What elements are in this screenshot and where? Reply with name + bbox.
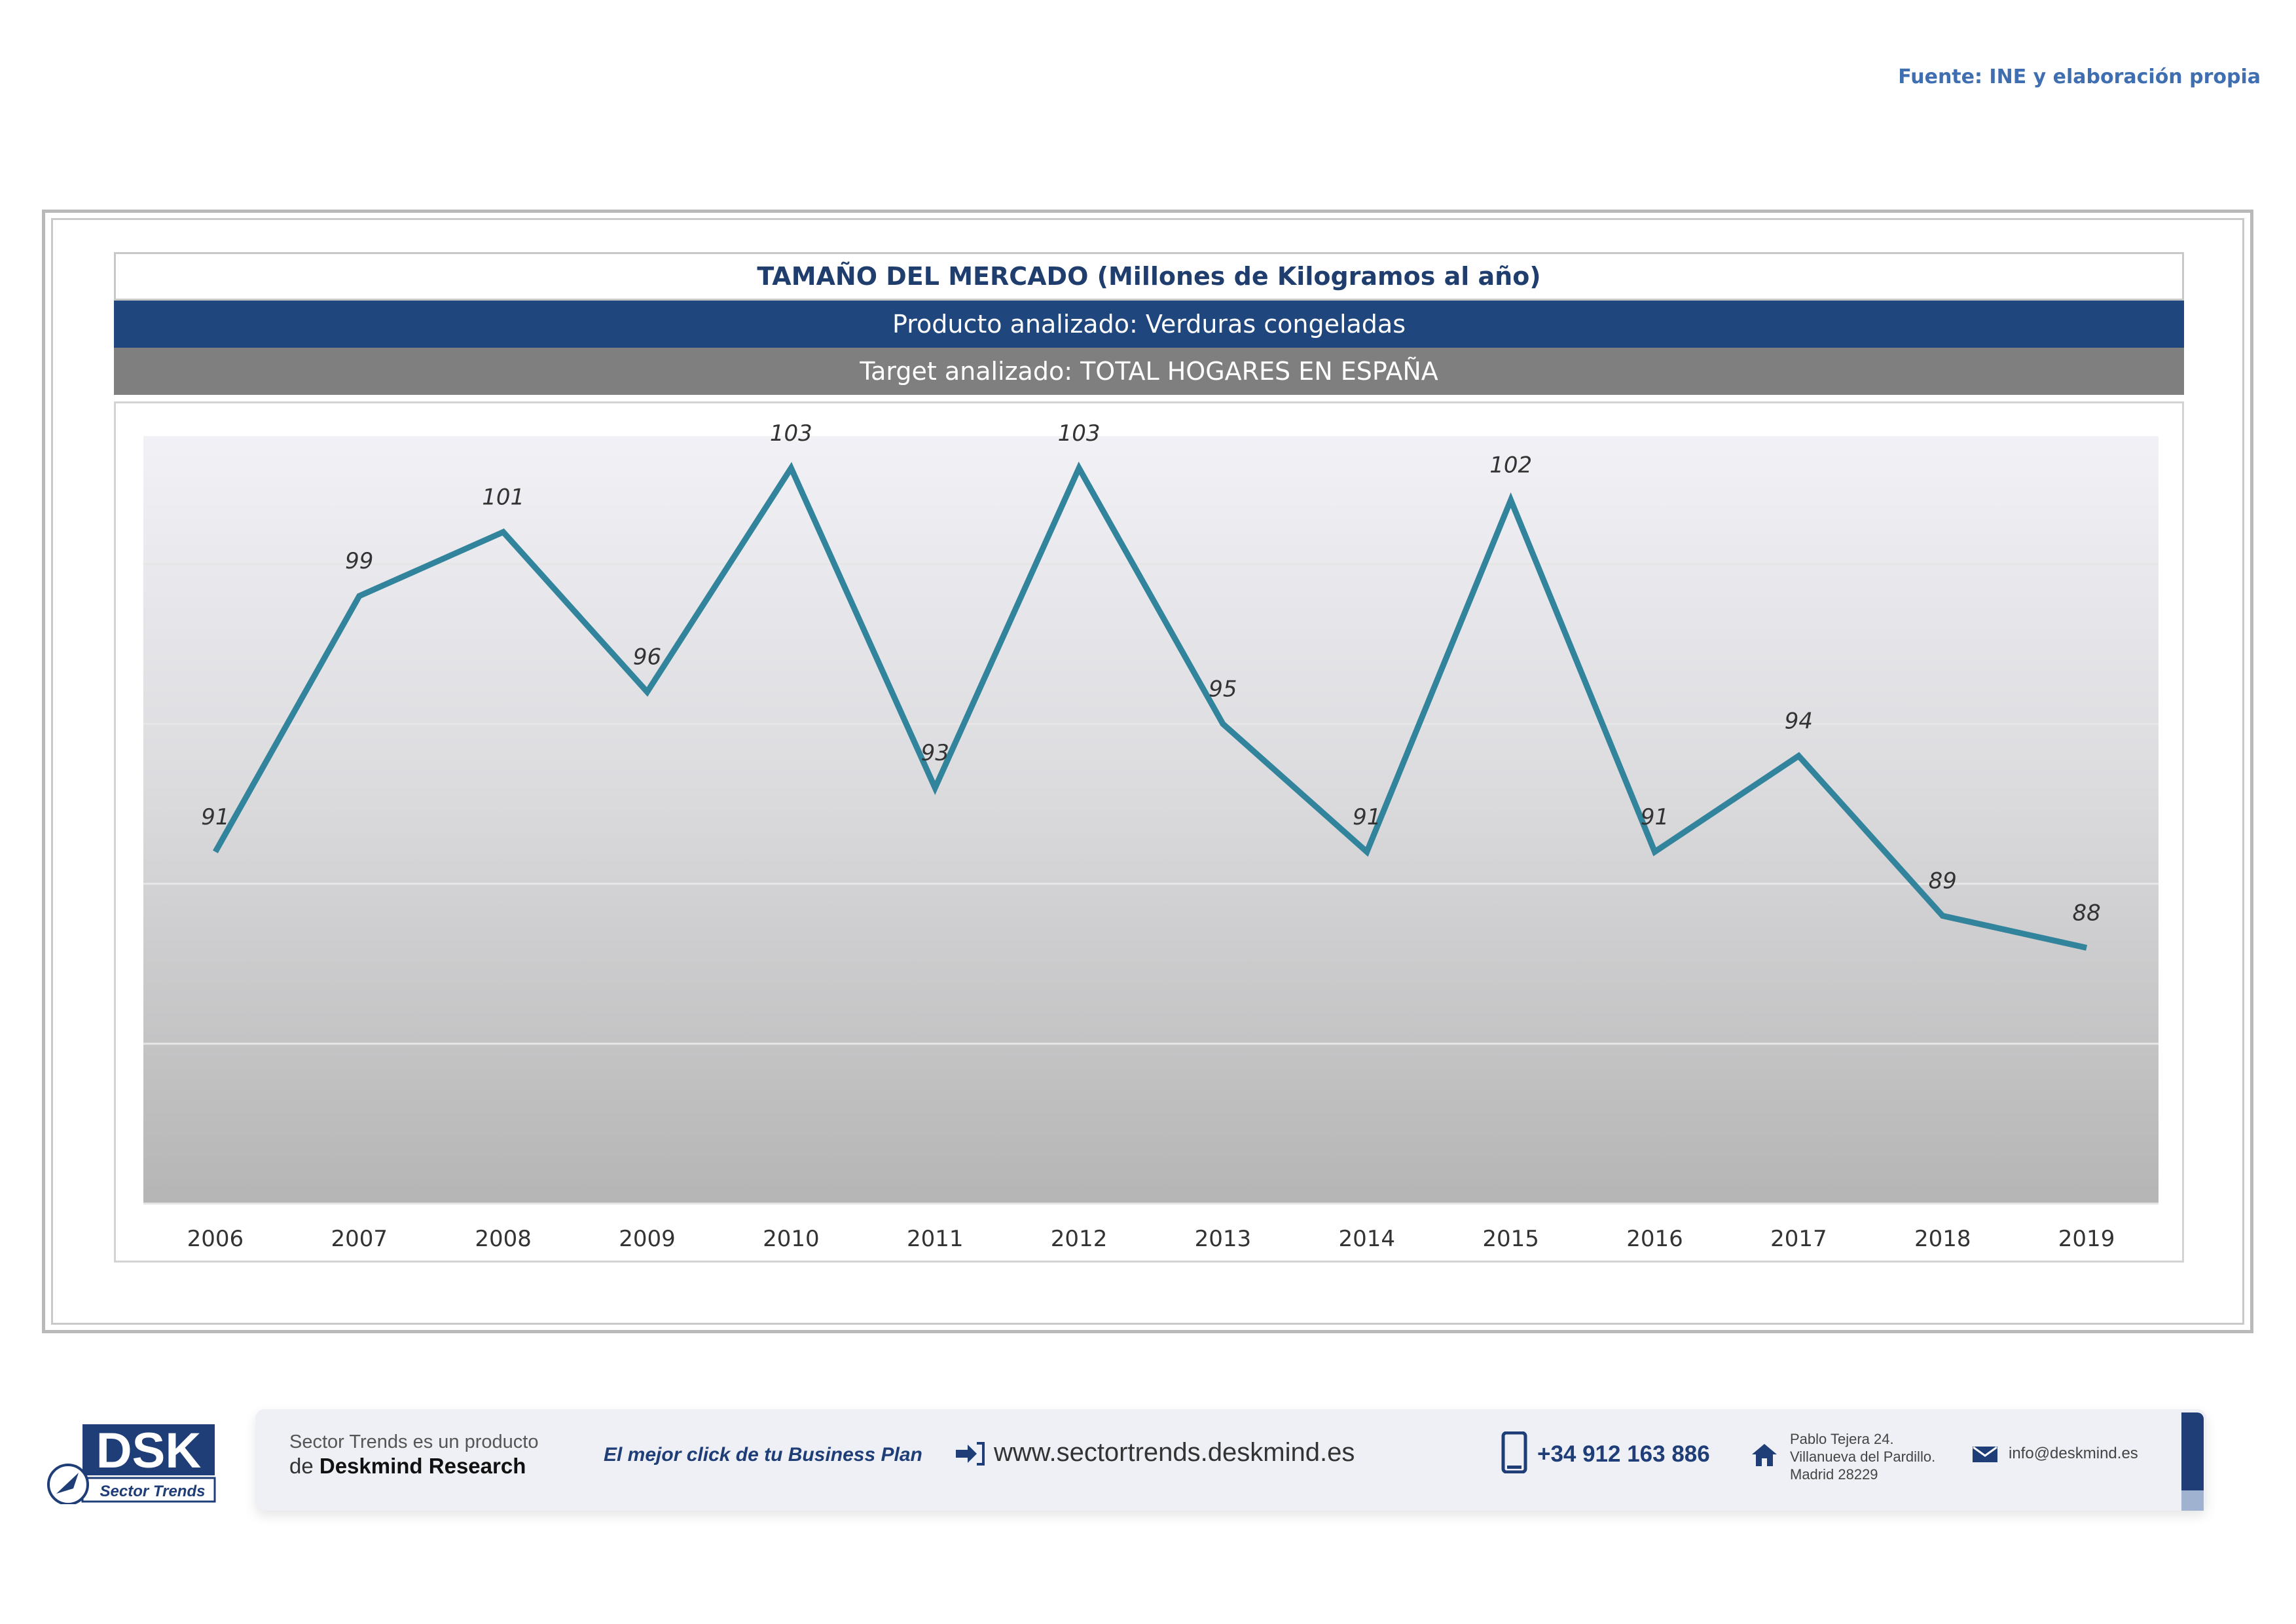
x-tick-label: 2007: [331, 1226, 388, 1252]
footer-bar: [255, 1409, 2206, 1511]
login-arrow-icon: [956, 1442, 985, 1466]
x-tick-label: 2011: [907, 1226, 964, 1252]
data-label: 91: [1641, 804, 1669, 830]
logo-subtitle: Sector Trends: [100, 1483, 206, 1500]
data-labels: 91 99 101 96 103 93 103 95 91 102 91 94 89 88: [201, 420, 2100, 926]
deskmind-logo: DSK Sector Trends: [45, 1423, 216, 1505]
series-line: [213, 461, 2088, 951]
data-label: 94: [1785, 708, 1813, 734]
footer-phone[interactable]: +34 912 163 886: [1537, 1441, 1710, 1467]
x-tick-label: 2008: [475, 1226, 532, 1252]
data-label: 103: [770, 420, 812, 447]
x-tick-label: 2016: [1626, 1226, 1683, 1252]
data-label: 95: [1209, 676, 1237, 703]
footer-email[interactable]: info@deskmind.es: [2009, 1445, 2138, 1462]
data-label: 93: [921, 740, 949, 766]
footer-product-line2: de Deskmind Research: [289, 1454, 526, 1478]
chart-title: TAMAÑO DEL MERCADO (Millones de Kilogram…: [114, 252, 2184, 301]
x-axis-ticks: 2006 2007 2008 2009 2010 2011 2012 2013 2014 2015…: [187, 1226, 2115, 1252]
x-tick-label: 2006: [187, 1226, 244, 1252]
target-band: Target analizado: TOTAL HOGARES EN ESPAÑ…: [114, 348, 2184, 395]
x-tick-label: 2009: [619, 1226, 676, 1252]
x-tick-label: 2018: [1914, 1226, 1971, 1252]
footer-accent-light: [2181, 1490, 2204, 1511]
chart-area: 91 99 101 96 103 93 103 95 91 102 91 94 89 88 2006 200…: [114, 401, 2184, 1263]
email-icon: [1973, 1446, 1997, 1462]
gridlines: [143, 563, 2159, 1205]
data-label: 88: [2072, 900, 2100, 926]
x-tick-label: 2019: [2058, 1226, 2115, 1252]
x-tick-label: 2013: [1195, 1226, 1252, 1252]
data-label: 96: [633, 644, 661, 671]
data-label: 91: [1353, 804, 1381, 830]
logo-text: DSK: [96, 1424, 202, 1479]
data-label: 101: [482, 485, 524, 511]
inner-frame: [51, 218, 2244, 1325]
data-label: 99: [345, 548, 373, 574]
home-icon: [1752, 1444, 1777, 1466]
x-tick-label: 2012: [1051, 1226, 1108, 1252]
x-tick-label: 2010: [763, 1226, 820, 1252]
data-label: 89: [1929, 868, 1957, 895]
product-band: Producto analizado: Verduras congeladas: [114, 301, 2184, 348]
footer-address: Pablo Tejera 24. Villanueva del Pardillo…: [1790, 1431, 1936, 1483]
x-tick-label: 2014: [1339, 1226, 1396, 1252]
phone-icon: [1501, 1431, 1527, 1473]
x-tick-label: 2015: [1482, 1226, 1539, 1252]
data-label: 91: [201, 804, 229, 830]
data-label: 103: [1058, 420, 1101, 447]
footer-slogan: El mejor click de tu Business Plan: [604, 1444, 922, 1466]
source-note: Fuente: INE y elaboración propia: [1898, 65, 2261, 88]
data-label: 102: [1489, 452, 1532, 479]
footer-product-line1: Sector Trends es un producto: [289, 1431, 539, 1452]
footer-website-link[interactable]: www.sectortrends.deskmind.es: [994, 1438, 1355, 1467]
x-tick-label: 2017: [1770, 1226, 1827, 1252]
outer-frame: [42, 210, 2253, 1333]
series-polyline: [213, 461, 2088, 951]
